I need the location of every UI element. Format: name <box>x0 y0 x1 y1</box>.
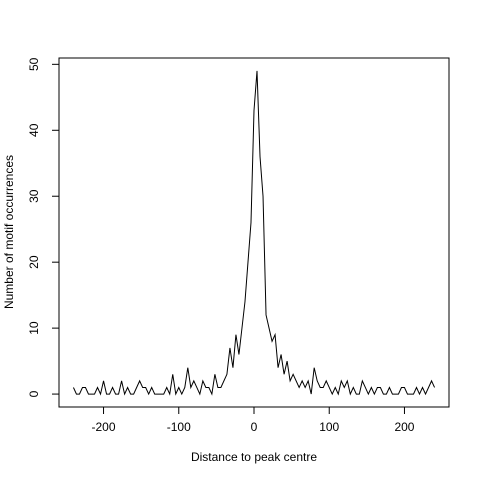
data-line <box>72 70 436 396</box>
y-axis-label: Number of motif occurrences <box>2 155 16 309</box>
y-tick-label: 50 <box>27 57 41 71</box>
x-axis-label: Distance to peak centre <box>191 450 317 464</box>
x-tick-label: 0 <box>251 420 258 434</box>
y-tick-label: 20 <box>27 255 41 269</box>
x-tick-label: -200 <box>92 420 116 434</box>
x-tick-label: 100 <box>319 420 339 434</box>
y-tick-label: 40 <box>27 123 41 137</box>
x-tick-label: 200 <box>394 420 414 434</box>
y-tick-label: 0 <box>27 390 41 397</box>
y-tick-label: 30 <box>27 189 41 203</box>
x-tick-label: -100 <box>167 420 191 434</box>
y-tick-label: 10 <box>27 321 41 335</box>
